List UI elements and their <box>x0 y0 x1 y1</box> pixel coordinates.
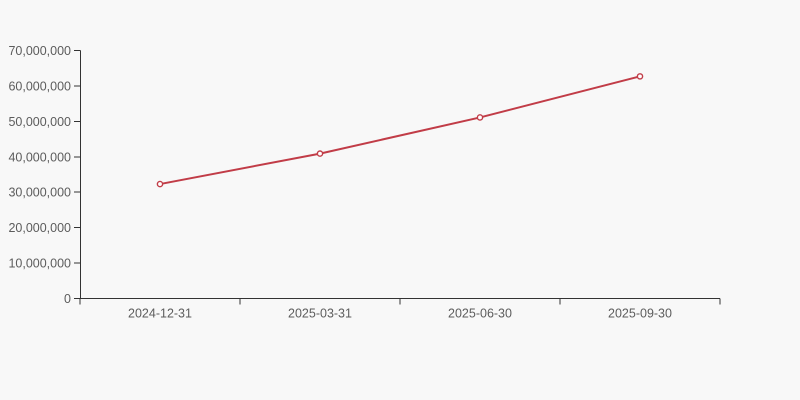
x-axis-tick-label: 2025-06-30 <box>448 307 512 321</box>
y-axis-tick-label: 60,000,000 <box>8 79 71 93</box>
y-axis-tick-label: 30,000,000 <box>8 186 71 200</box>
x-axis-tick-label: 2024-12-31 <box>128 307 192 321</box>
data-point-marker <box>156 180 164 188</box>
y-axis-tick-label: 10,000,000 <box>8 257 71 271</box>
x-axis-tick-label: 2025-03-31 <box>288 307 352 321</box>
data-point-marker <box>636 73 644 80</box>
y-axis-tick-label: 0 <box>64 292 71 306</box>
x-axis-tick-label: 2025-09-30 <box>608 307 672 321</box>
series-line <box>159 75 641 186</box>
data-point-marker <box>316 150 324 157</box>
data-point-marker <box>476 114 484 121</box>
y-axis-tick-label: 70,000,000 <box>8 44 71 58</box>
y-axis-tick-label: 20,000,000 <box>8 221 71 235</box>
y-axis-tick-label: 50,000,000 <box>8 115 71 129</box>
y-axis-tick-label: 40,000,000 <box>8 150 71 164</box>
